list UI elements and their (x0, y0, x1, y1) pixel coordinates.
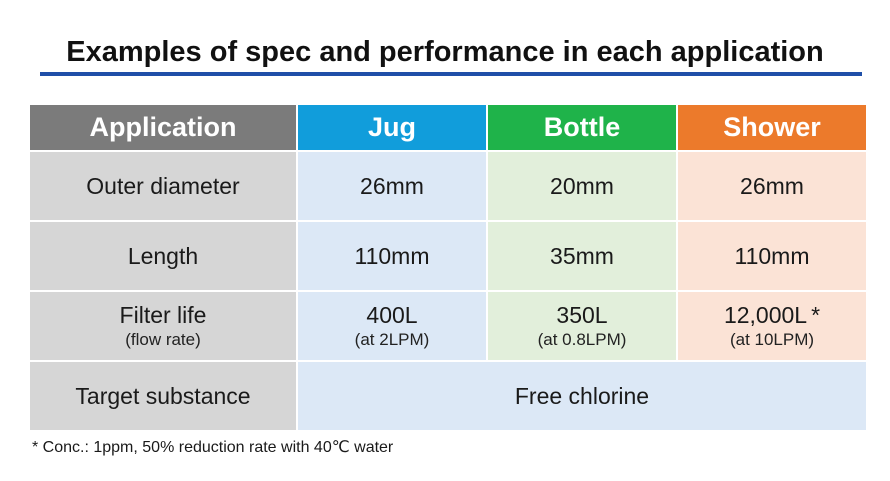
table-row-filter-life: Filter life (flow rate) 400L (at 2LPM) 3… (30, 292, 866, 360)
cell-shower-length: 110mm (678, 222, 866, 290)
flow-rate-label: (flow rate) (125, 330, 201, 350)
cell-jug-outer-diameter: 26mm (298, 152, 486, 220)
cell-shower-outer-diameter: 26mm (678, 152, 866, 220)
table-row-target-substance: Target substance Free chlorine (30, 362, 866, 430)
cell-jug-filter-life: 400L (at 2LPM) (298, 292, 486, 360)
header-shower: Shower (678, 105, 866, 150)
shower-flow-rate-value: (at 10LPM) (729, 330, 815, 350)
shower-filter-life-line: 12,000L * (678, 302, 866, 328)
bottle-flow-rate-value: (at 0.8LPM) (537, 330, 627, 350)
header-jug: Jug (298, 105, 486, 150)
jug-flow-rate-value: (at 2LPM) (354, 330, 430, 350)
shower-filter-life-value: 12,000L (723, 302, 808, 328)
cell-shower-filter-life: 12,000L * (at 10LPM) (678, 292, 866, 360)
cell-target-substance-merged: Free chlorine (298, 362, 866, 430)
filter-life-label: Filter life (119, 302, 207, 328)
footnote-asterisk: * (811, 302, 821, 328)
cell-bottle-outer-diameter: 20mm (488, 152, 676, 220)
table-row-outer-diameter: Outer diameter 26mm 20mm 26mm (30, 152, 866, 220)
title-underline (40, 72, 862, 76)
row-label-length: Length (30, 222, 296, 290)
cell-jug-length: 110mm (298, 222, 486, 290)
cell-bottle-length: 35mm (488, 222, 676, 290)
row-label-filter-life: Filter life (flow rate) (30, 292, 296, 360)
row-label-target-substance: Target substance (30, 362, 296, 430)
header-bottle: Bottle (488, 105, 676, 150)
cell-bottle-filter-life: 350L (at 0.8LPM) (488, 292, 676, 360)
jug-filter-life-value: 400L (366, 302, 418, 328)
bottle-filter-life-value: 350L (556, 302, 608, 328)
footnote: * Conc.: 1ppm, 50% reduction rate with 4… (32, 439, 394, 456)
table-row-length: Length 110mm 35mm 110mm (30, 222, 866, 290)
page-title: Examples of spec and performance in each… (66, 36, 824, 68)
table-header-row: Application Jug Bottle Shower (30, 105, 866, 150)
row-label-outer-diameter: Outer diameter (30, 152, 296, 220)
spec-table: Application Jug Bottle Shower Outer diam… (28, 103, 868, 432)
header-application: Application (30, 105, 296, 150)
